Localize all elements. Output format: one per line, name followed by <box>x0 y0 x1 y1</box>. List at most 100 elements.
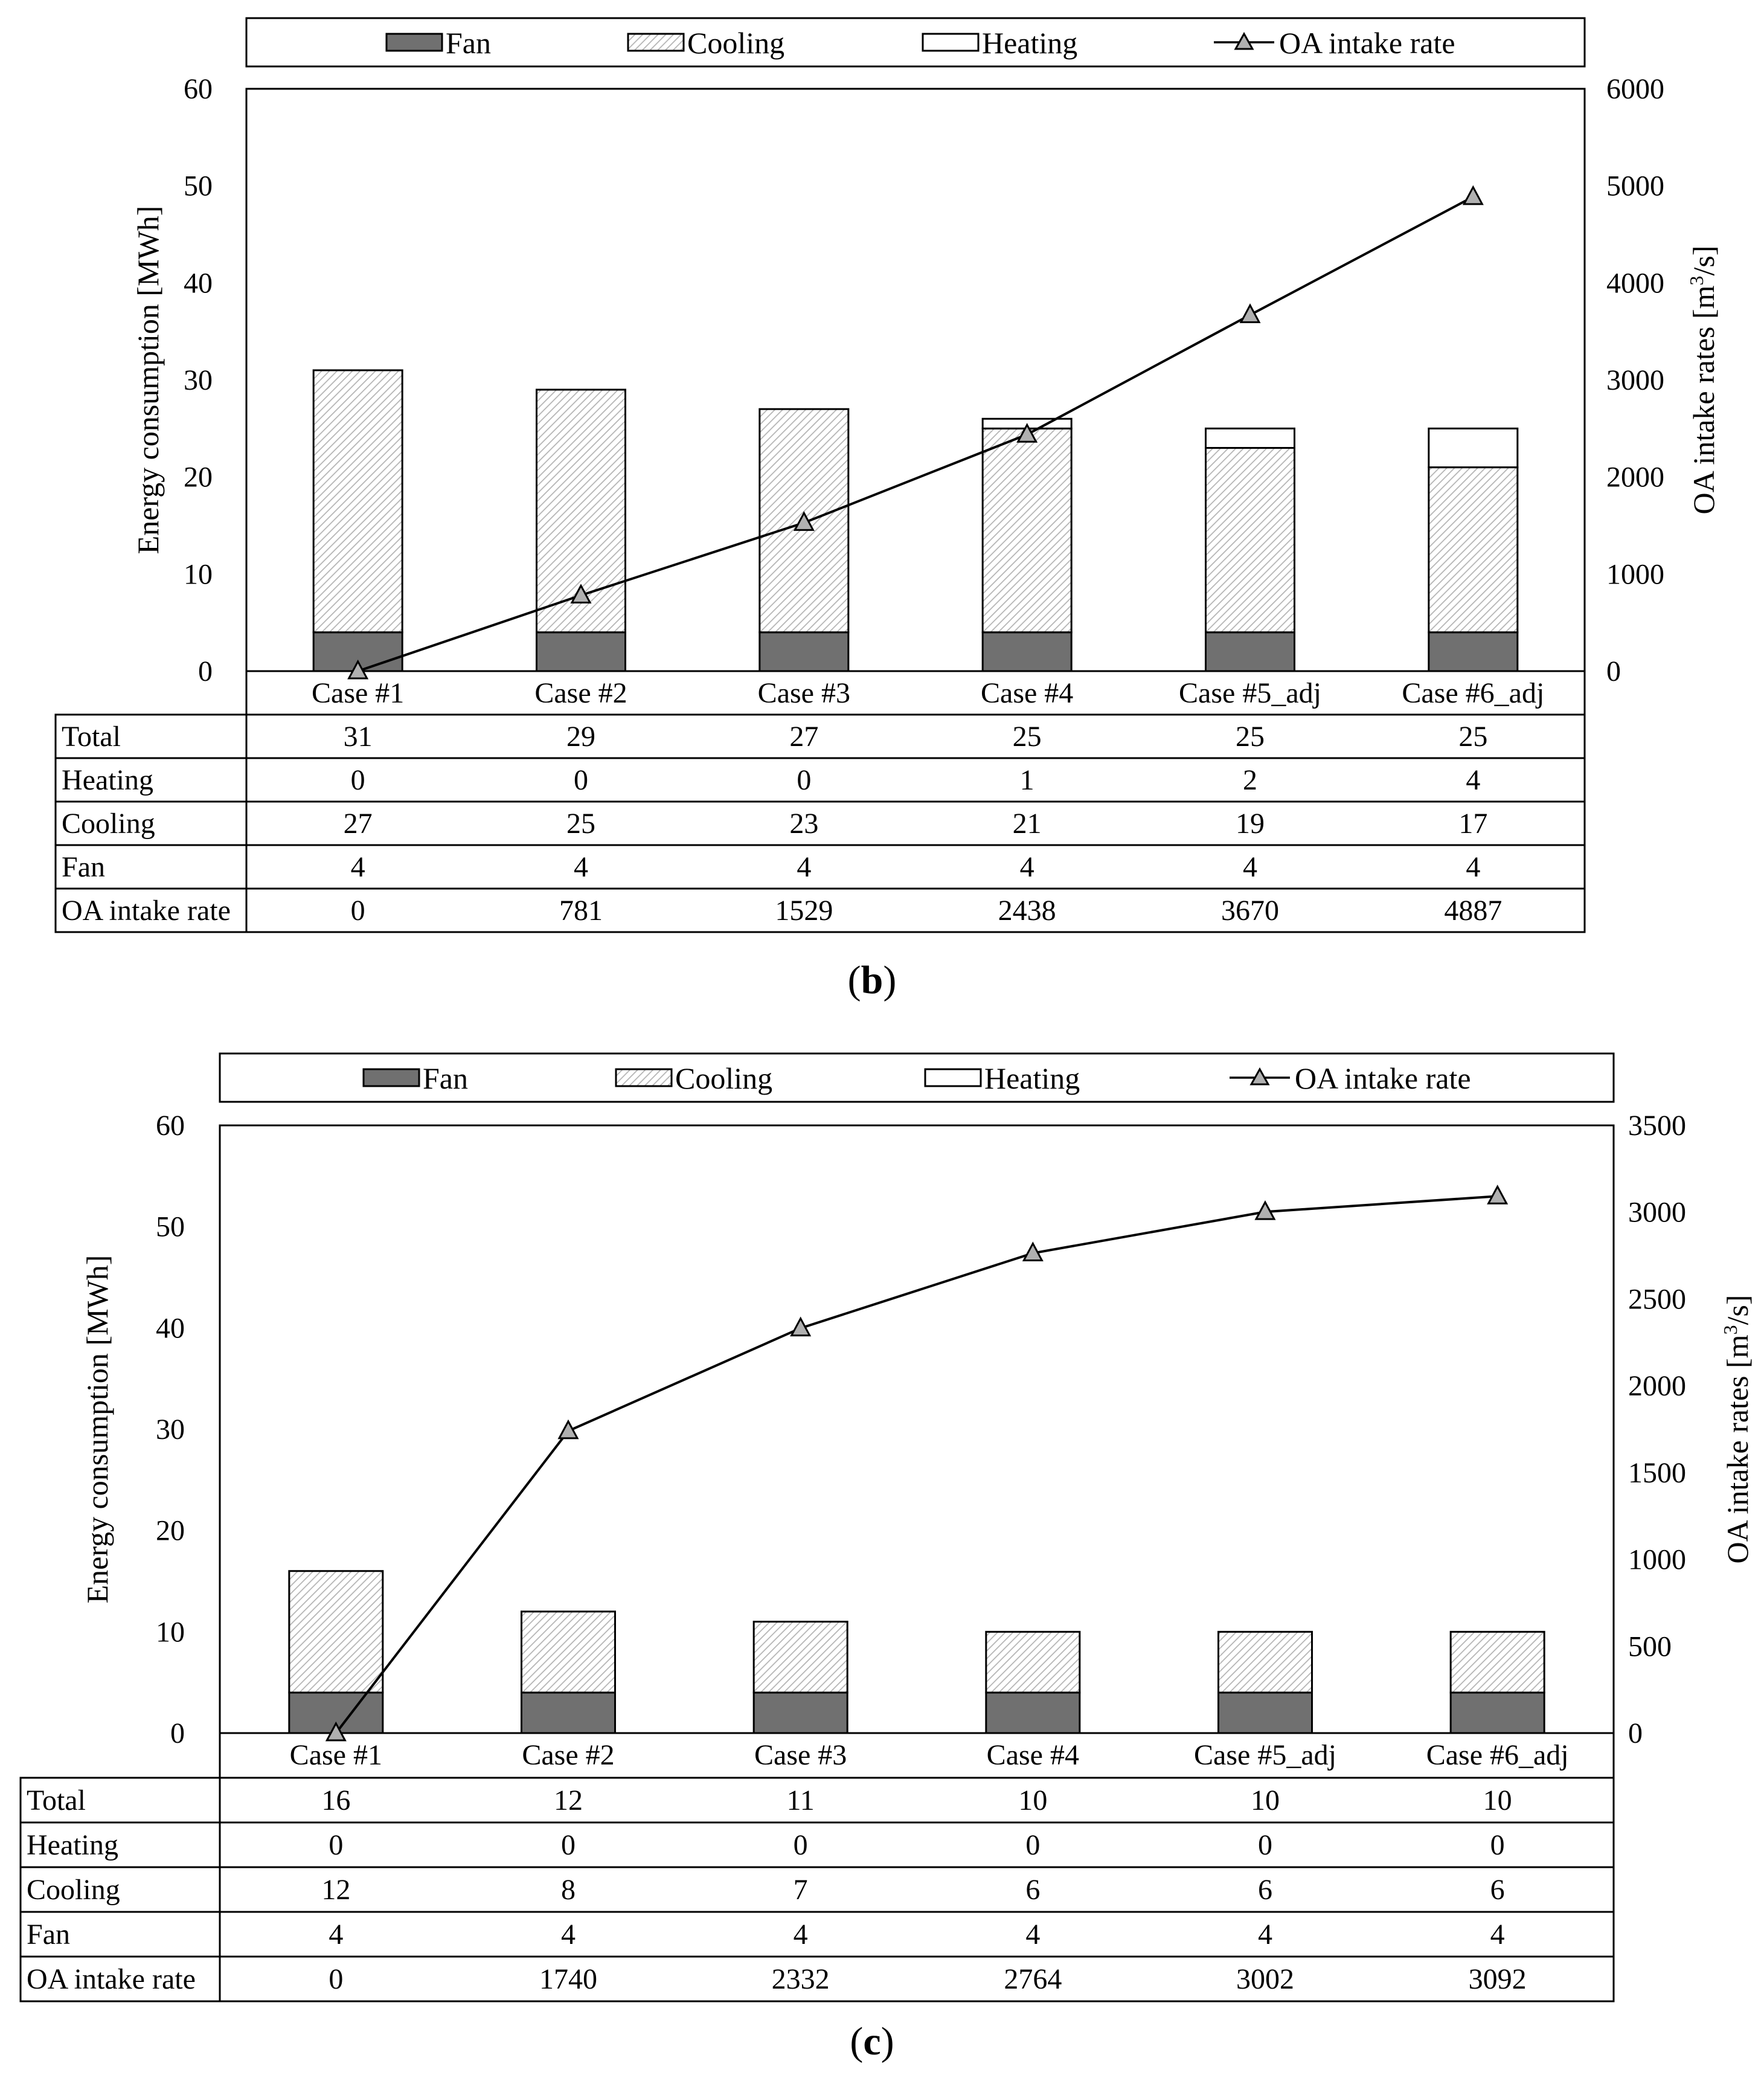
table-cell: 4 <box>1490 1919 1505 1951</box>
bar-fan <box>985 1691 1081 1734</box>
table-cell: 27 <box>789 721 818 753</box>
legend-swatch-cooling <box>627 33 685 52</box>
chart-c: Fan Cooling Heating OA intake rate010203040… <box>19 1052 1754 2002</box>
oa-marker <box>347 659 369 680</box>
y-axis-title: Energy consumption [MWh] <box>131 206 165 555</box>
table-cell: 4 <box>797 851 811 883</box>
table-cell: 2 <box>1243 764 1257 796</box>
chart-b: Fan Cooling Heating OA intake rate010203040… <box>54 17 1721 933</box>
y-tick-label: 0 <box>170 1717 185 1749</box>
table-cell: 6 <box>1490 1874 1505 1906</box>
y-tick-label: 60 <box>184 73 213 105</box>
bar-fan <box>1428 631 1519 672</box>
oa-marker <box>1254 1200 1276 1220</box>
table-cell: 3670 <box>1221 895 1279 927</box>
table-cell: 4 <box>794 1919 808 1951</box>
table-cell: 4 <box>561 1919 576 1951</box>
y2-tick-label: 1000 <box>1606 558 1664 590</box>
table-row-label: OA intake rate <box>27 1963 196 1995</box>
caption-c-open: ( <box>850 2019 864 2064</box>
category-label: Case #5_adj <box>1194 1739 1336 1771</box>
y-tick-label: 30 <box>184 364 213 396</box>
table-cell: 1529 <box>775 895 833 927</box>
legend-swatch-fan <box>362 1068 420 1087</box>
y-tick-label: 40 <box>184 267 213 299</box>
table-cell: 4 <box>1243 851 1257 883</box>
table-cell: 0 <box>329 1963 343 1995</box>
table-cell: 1 <box>1020 764 1034 796</box>
bar-cooling <box>1217 1630 1313 1694</box>
caption-c-close: ) <box>880 2019 894 2064</box>
table-row-label: Total <box>27 1784 86 1816</box>
data-table-frame <box>19 1777 1615 2002</box>
category-label: Case #3 <box>758 677 850 709</box>
category-label: Case #2 <box>522 1739 614 1771</box>
table-cell: 4887 <box>1444 895 1502 927</box>
bar-cooling <box>521 1610 616 1694</box>
legend-label-oa: OA intake rate <box>1279 26 1455 60</box>
legend-box <box>245 17 1586 68</box>
y2-tick-label: 3000 <box>1628 1197 1686 1229</box>
table-cell: 25 <box>566 808 595 840</box>
plot-frame <box>219 1124 1615 1734</box>
caption-b-close: ) <box>883 958 897 1002</box>
table-row-label: Heating <box>27 1829 118 1861</box>
y2-axis-title: OA intake rates [m3/s] <box>1685 245 1721 514</box>
data-table-frame <box>54 713 1586 933</box>
bar-fan <box>759 631 850 672</box>
y2-tick-label: 500 <box>1628 1630 1672 1662</box>
table-cell: 4 <box>1466 851 1480 883</box>
y2-tick-label: 0 <box>1606 655 1621 687</box>
legend-swatch-heating <box>924 1068 982 1087</box>
table-cell: 4 <box>1466 764 1480 796</box>
legend-label-cooling: Cooling <box>675 1061 772 1095</box>
oa-marker <box>570 584 592 604</box>
bar-cooling <box>1428 466 1519 634</box>
table-cell: 4 <box>1025 1919 1040 1951</box>
y-tick-label: 10 <box>184 558 213 590</box>
table-cell: 6 <box>1258 1874 1272 1906</box>
table-cell: 2332 <box>772 1963 830 1995</box>
table-cell: 10 <box>1251 1784 1280 1816</box>
y2-tick-label: 2000 <box>1628 1370 1686 1402</box>
table-cell: 21 <box>1013 808 1042 840</box>
table-cell: 0 <box>574 764 588 796</box>
legend-label-cooling: Cooling <box>687 26 784 60</box>
bar-fan <box>521 1691 616 1734</box>
legend-label-heating: Heating <box>984 1061 1080 1095</box>
bar-fan <box>752 1691 848 1734</box>
table-cell: 19 <box>1236 808 1265 840</box>
table-row-label: Fan <box>27 1919 70 1951</box>
caption-c: (c) <box>751 2019 993 2065</box>
table-cell: 3002 <box>1236 1963 1294 1995</box>
table-cell: 29 <box>566 721 595 753</box>
table-cell: 0 <box>794 1829 808 1861</box>
table-row-label: Fan <box>62 851 105 883</box>
table-cell: 4 <box>574 851 588 883</box>
table-cell: 4 <box>1020 851 1034 883</box>
table-cell: 781 <box>559 895 603 927</box>
legend-swatch-heating <box>922 33 980 52</box>
table-cell: 10 <box>1483 1784 1512 1816</box>
table-cell: 2438 <box>998 895 1056 927</box>
legend-label-fan: Fan <box>423 1061 468 1095</box>
table-cell: 25 <box>1236 721 1265 753</box>
oa-marker <box>1239 303 1261 323</box>
table-cell: 0 <box>561 1829 576 1861</box>
table-cell: 25 <box>1013 721 1042 753</box>
legend-marker-oa <box>1234 31 1254 50</box>
bar-cooling <box>985 1630 1081 1694</box>
category-label: Case #2 <box>534 677 627 709</box>
category-label: Case #5_adj <box>1179 677 1321 709</box>
table-cell: 0 <box>329 1829 343 1861</box>
y2-axis-title: OA intake rates [m3/s] <box>1719 1295 1754 1563</box>
y2-tick-label: 5000 <box>1606 170 1664 202</box>
table-cell: 25 <box>1458 721 1487 753</box>
bar-cooling <box>1205 446 1295 634</box>
bar-fan <box>1205 631 1295 672</box>
caption-b: (b) <box>751 957 993 1003</box>
table-row-label: Cooling <box>27 1874 120 1906</box>
bar-fan <box>1217 1691 1313 1734</box>
oa-marker <box>1487 1185 1509 1205</box>
